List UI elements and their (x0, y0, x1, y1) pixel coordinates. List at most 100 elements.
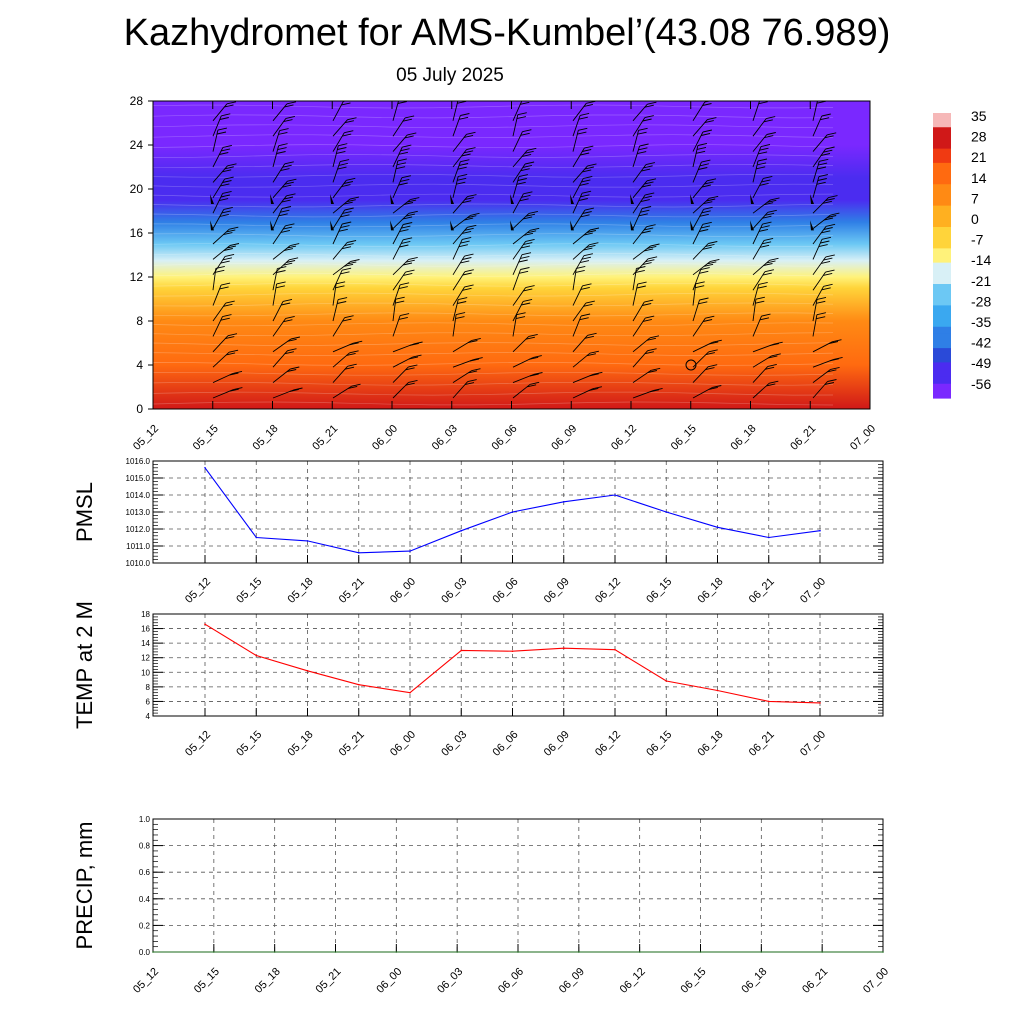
wind-barb-feather (580, 112, 590, 116)
wind-barb-feather (523, 298, 533, 302)
wind-barb-feather (523, 216, 533, 220)
y-tick-label: 1013.0 (126, 508, 151, 517)
wind-barb-feather (704, 120, 714, 124)
wind-barb-feather (583, 103, 593, 107)
wind-barb-feather (403, 237, 413, 241)
wind-barb-feather (229, 388, 239, 392)
wind-barb-feather (530, 381, 540, 385)
wind-barb-feather (580, 194, 590, 198)
wind-barb-feather (827, 369, 837, 373)
colorbar-segment (933, 383, 951, 392)
page-title: Kazhydromet for AMS-Kumbel’(43.08 76.989… (123, 12, 891, 54)
wind-barb-feather (705, 243, 715, 247)
wind-barb-feather (827, 379, 837, 382)
wind-barb-feather (520, 101, 530, 105)
colorbar-segment (933, 262, 951, 271)
wind-barb-feather (523, 191, 533, 195)
wind-barb-feather (226, 229, 236, 233)
wind-barb-feather (335, 285, 345, 289)
y-tick-label: 16 (130, 226, 144, 240)
wind-barb-feather (705, 367, 715, 371)
wind-barb-feather (820, 153, 831, 156)
wind-barb-feather (344, 243, 354, 247)
wind-barb-feather (582, 169, 592, 173)
wind-barb-feather (473, 357, 483, 361)
wind-barb-pennant (750, 194, 754, 204)
x-tick-label: 06_15 (669, 423, 699, 453)
wind-barb-feather (527, 230, 537, 234)
wind-barb-feather (285, 315, 295, 319)
wind-barb-feather (346, 199, 356, 203)
contour-line (153, 223, 834, 228)
wind-barb-feather (577, 131, 587, 135)
wind-barb-feather (706, 198, 716, 202)
wind-barb-feather (342, 221, 352, 225)
wind-barb-feather (589, 373, 599, 377)
wind-barb-feather (585, 300, 595, 304)
wind-barb-feather (338, 162, 348, 166)
wind-barb-feather (593, 371, 603, 375)
wind-barb-feather (586, 353, 596, 357)
wind-barb-feather (696, 150, 706, 154)
wind-barb-feather (650, 243, 660, 247)
pmsl-data-point (563, 501, 565, 503)
wind-barb-feather (821, 113, 831, 117)
wind-barb-feather (651, 367, 661, 371)
wind-barb-feather (579, 317, 589, 321)
colorbar-segment (933, 305, 951, 314)
temp-2m-chart: 4 6 8 10 12 14 16 18 05_12 05_15 05_18 05_21 06_00 06… (72, 601, 884, 759)
wind-barb-feather (525, 285, 535, 289)
x-tick-label: 06_21 (800, 966, 830, 996)
x-tick-label: 05_21 (314, 966, 344, 996)
wind-barb-feather (525, 238, 535, 242)
colorbar-segment (933, 205, 951, 214)
wind-barb-feather (285, 115, 295, 119)
precip-data-point (456, 951, 459, 953)
wind-barb-feather (464, 227, 474, 231)
wind-barb-feather (696, 146, 707, 150)
wind-barb-feather (458, 297, 468, 301)
wind-barb-feather (460, 240, 470, 244)
wind-barb-feather (457, 177, 467, 181)
wind-barb-feather (823, 217, 834, 221)
wind-barb-feather (764, 269, 774, 273)
x-tick-label: 05_15 (192, 966, 222, 996)
wind-barb-feather (398, 151, 408, 155)
y-tick-label: 1010.0 (126, 559, 151, 568)
wind-barb-feather (762, 215, 772, 219)
wind-barb-feather (646, 337, 656, 341)
wind-barb-feather (821, 230, 831, 234)
wind-barb-feather (457, 301, 467, 304)
wind-barb-feather (343, 201, 353, 205)
wind-barb-feather (581, 313, 591, 317)
wind-barb-feather (219, 286, 229, 290)
wind-barb-feather (461, 153, 471, 157)
wind-barb-feather (697, 143, 707, 146)
colorbar-label: -7 (971, 232, 984, 248)
wind-barb-feather (586, 244, 596, 248)
x-tick-label: 07_00 (861, 966, 891, 996)
x-tick-label: 05_12 (183, 729, 213, 759)
x-tick-label: 06_18 (729, 423, 759, 453)
wind-barb-feather (760, 98, 769, 100)
wind-barb-feather (579, 260, 590, 264)
wind-barb-feather (221, 282, 231, 286)
wind-barb-feather (700, 225, 711, 229)
wind-barb-pennant (570, 194, 574, 204)
wind-barb-feather (824, 382, 834, 385)
wind-barb-pennant (510, 194, 514, 204)
contour-line (153, 154, 834, 158)
wind-barb-feather (820, 117, 830, 121)
wind-barb-feather (582, 190, 592, 194)
wind-barb-feather (464, 269, 474, 273)
wind-barb-feather (770, 197, 780, 201)
x-tick-label: 05_15 (234, 576, 264, 606)
wind-barb-feather (532, 355, 542, 359)
wind-barb-feather (816, 181, 826, 185)
wind-barb-feather (763, 119, 773, 123)
colorbar-segment (933, 212, 951, 221)
pmsl-data-point (255, 536, 258, 539)
wind-barb-feather (523, 242, 533, 246)
x-tick-label: 05_12 (131, 966, 161, 996)
colorbar-segment (933, 170, 951, 178)
